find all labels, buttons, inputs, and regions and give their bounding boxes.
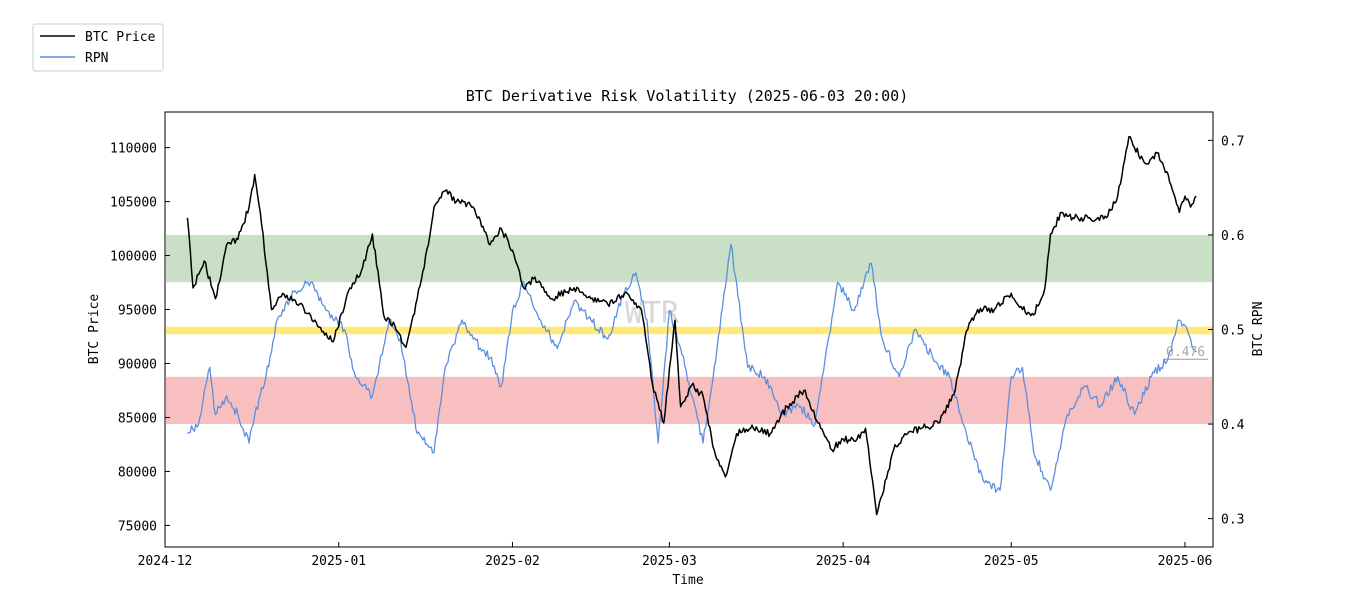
x-tick-label: 2025-03: [642, 554, 697, 569]
y-right-tick-label: 0.6: [1221, 229, 1244, 244]
y-left-axis-label: BTC Price: [87, 294, 102, 365]
y-left-tick-label: 95000: [118, 304, 157, 319]
x-tick-label: 2025-06: [1158, 554, 1213, 569]
y-right-tick-label: 0.3: [1221, 513, 1244, 528]
y-left-tick-label: 105000: [110, 196, 157, 211]
series-line-btc-price: [186, 136, 1197, 516]
chart-title: BTC Derivative Risk Volatility (2025-06-…: [466, 87, 909, 105]
y-left-axis-ticks: 75000 80000 85000 90000 95000 100000 105000 110…: [110, 142, 170, 534]
x-tick-label: 2024-12: [138, 554, 193, 569]
y-right-tick-label: 0.4: [1221, 418, 1245, 433]
legend-label-rpn: RPN: [85, 51, 108, 66]
y-right-axis-label: BTC RPN: [1251, 302, 1266, 357]
y-left-tick-label: 90000: [118, 358, 157, 373]
x-tick-label: 2025-01: [311, 554, 366, 569]
y-left-tick-label: 110000: [110, 142, 157, 157]
y-left-tick-label: 75000: [118, 519, 157, 534]
last-value-annotation: 0.476: [1163, 345, 1208, 360]
x-tick-label: 2025-05: [984, 554, 1039, 569]
y-right-axis-ticks: 0.3 0.4 0.5 0.6 0.7: [1208, 134, 1245, 528]
y-left-tick-label: 85000: [118, 411, 157, 426]
series-layer: [186, 136, 1197, 516]
band-high-band: [166, 234, 1212, 283]
y-right-tick-label: 0.7: [1221, 134, 1244, 149]
band-mid-line: [166, 326, 1212, 335]
last-value-label: 0.476: [1166, 345, 1205, 360]
y-left-tick-label: 80000: [118, 465, 157, 480]
legend-label-btc-price: BTC Price: [85, 30, 156, 45]
x-tick-label: 2025-02: [485, 554, 540, 569]
x-axis-ticks: 2024-12 2025-01 2025-02 2025-03 2025-04 2025-…: [138, 542, 1213, 569]
x-tick-label: 2025-04: [816, 554, 871, 569]
y-left-tick-label: 100000: [110, 250, 157, 265]
legend: BTC Price RPN: [32, 23, 164, 72]
bands: [166, 234, 1212, 425]
x-axis-label: Time: [672, 573, 703, 588]
series-line-rpn: [187, 243, 1197, 493]
y-right-tick-label: 0.5: [1221, 324, 1244, 339]
